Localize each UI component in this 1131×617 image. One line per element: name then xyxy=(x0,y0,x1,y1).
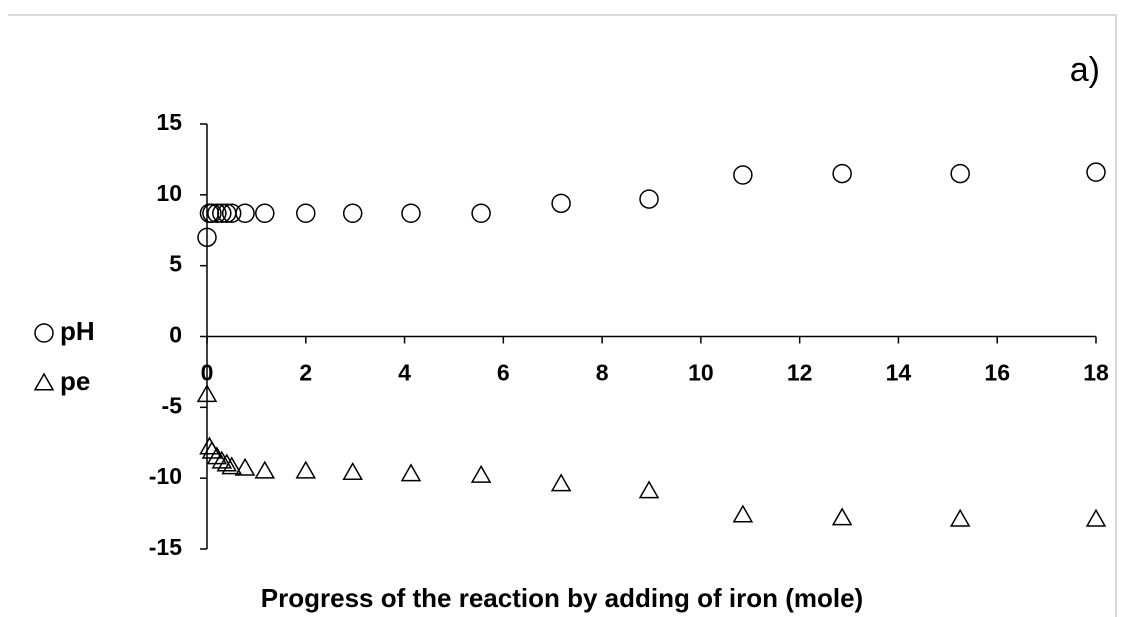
point xyxy=(196,384,218,403)
point xyxy=(639,189,659,209)
point xyxy=(401,203,421,223)
y-tick-label: 15 xyxy=(156,109,182,135)
annotation: a) xyxy=(1070,51,1100,89)
x-tick-label: 6 xyxy=(497,360,510,386)
point xyxy=(638,480,660,499)
point xyxy=(216,453,238,472)
point xyxy=(221,203,242,223)
point xyxy=(235,203,255,223)
x-tick-label: 8 xyxy=(596,360,609,386)
point xyxy=(550,473,572,492)
point xyxy=(295,460,317,479)
x-tick-label: 16 xyxy=(984,360,1010,386)
point xyxy=(470,464,492,483)
point xyxy=(949,508,971,527)
legend-marker xyxy=(33,372,55,391)
x-tick-label: 10 xyxy=(688,360,714,386)
x-tick-label: 18 xyxy=(1083,360,1109,386)
y-tick-label: 10 xyxy=(156,180,182,206)
point xyxy=(1086,162,1106,182)
legend-marker xyxy=(34,323,54,343)
point xyxy=(831,507,853,526)
point xyxy=(296,203,316,223)
frame xyxy=(8,14,1117,617)
y-tick-label: -15 xyxy=(149,534,182,560)
point xyxy=(471,203,491,223)
point xyxy=(197,227,217,248)
point xyxy=(202,203,222,223)
point xyxy=(207,203,227,223)
point xyxy=(206,446,228,465)
point xyxy=(255,203,275,223)
point xyxy=(221,456,242,475)
x-tick-label: 4 xyxy=(398,360,411,386)
point xyxy=(254,460,276,479)
x-tick-label: 14 xyxy=(886,360,912,386)
y-tick-label: 5 xyxy=(169,251,182,277)
y-tick-label: 0 xyxy=(169,322,182,348)
legend-label: pe xyxy=(60,366,90,396)
legend-label: pH xyxy=(60,316,95,346)
point xyxy=(732,504,754,523)
y-tick-label: -10 xyxy=(149,463,182,489)
point xyxy=(1085,508,1107,527)
x-tick-label: 12 xyxy=(787,360,813,386)
x-tick-label: 2 xyxy=(299,360,312,386)
point xyxy=(234,457,256,476)
point xyxy=(551,193,571,214)
x-tick-label: 0 xyxy=(201,360,214,386)
point xyxy=(212,203,232,223)
point xyxy=(733,165,753,185)
point xyxy=(211,450,233,469)
point xyxy=(342,203,363,223)
point xyxy=(832,163,852,184)
point xyxy=(342,461,363,480)
y-tick-label: -5 xyxy=(162,392,183,418)
point xyxy=(400,463,422,482)
point xyxy=(950,163,970,184)
x-axis-label: Progress of the reaction by adding of ir… xyxy=(261,583,863,613)
